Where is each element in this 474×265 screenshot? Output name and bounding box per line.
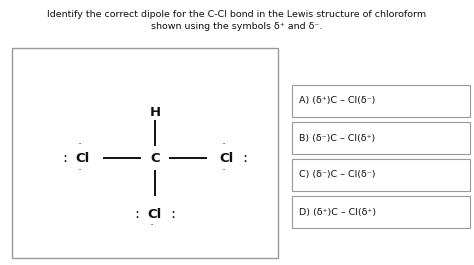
- Text: ··: ··: [78, 166, 82, 175]
- FancyBboxPatch shape: [292, 196, 470, 228]
- Text: Cl: Cl: [148, 207, 162, 220]
- FancyBboxPatch shape: [292, 122, 470, 154]
- Text: ··: ··: [222, 166, 227, 175]
- Text: A) (δ⁺)C – Cl(δ⁻): A) (δ⁺)C – Cl(δ⁻): [299, 96, 375, 105]
- Text: H: H: [149, 105, 161, 118]
- Text: :: :: [241, 152, 248, 165]
- Text: ··: ··: [150, 222, 155, 231]
- Text: D) (δ⁺)C – Cl(δ⁺): D) (δ⁺)C – Cl(δ⁺): [299, 207, 376, 217]
- Text: C) (δ⁻)C – Cl(δ⁻): C) (δ⁻)C – Cl(δ⁻): [299, 170, 375, 179]
- FancyBboxPatch shape: [292, 159, 470, 191]
- FancyBboxPatch shape: [292, 85, 470, 117]
- FancyBboxPatch shape: [12, 48, 278, 258]
- Text: B) (δ⁻)C – Cl(δ⁺): B) (δ⁻)C – Cl(δ⁺): [299, 134, 375, 143]
- Text: :: :: [62, 152, 69, 165]
- Text: Cl: Cl: [76, 152, 90, 165]
- Text: :: :: [169, 207, 176, 220]
- Text: Cl: Cl: [220, 152, 234, 165]
- Text: C: C: [150, 152, 160, 165]
- Text: :: :: [134, 207, 141, 220]
- Text: Identify the correct dipole for the C-Cl bond in the Lewis structure of chlorofo: Identify the correct dipole for the C-Cl…: [47, 10, 427, 19]
- Text: ··: ··: [222, 140, 227, 149]
- Text: ··: ··: [78, 140, 82, 149]
- Text: shown using the symbols δ⁺ and δ⁻.: shown using the symbols δ⁺ and δ⁻.: [151, 22, 323, 31]
